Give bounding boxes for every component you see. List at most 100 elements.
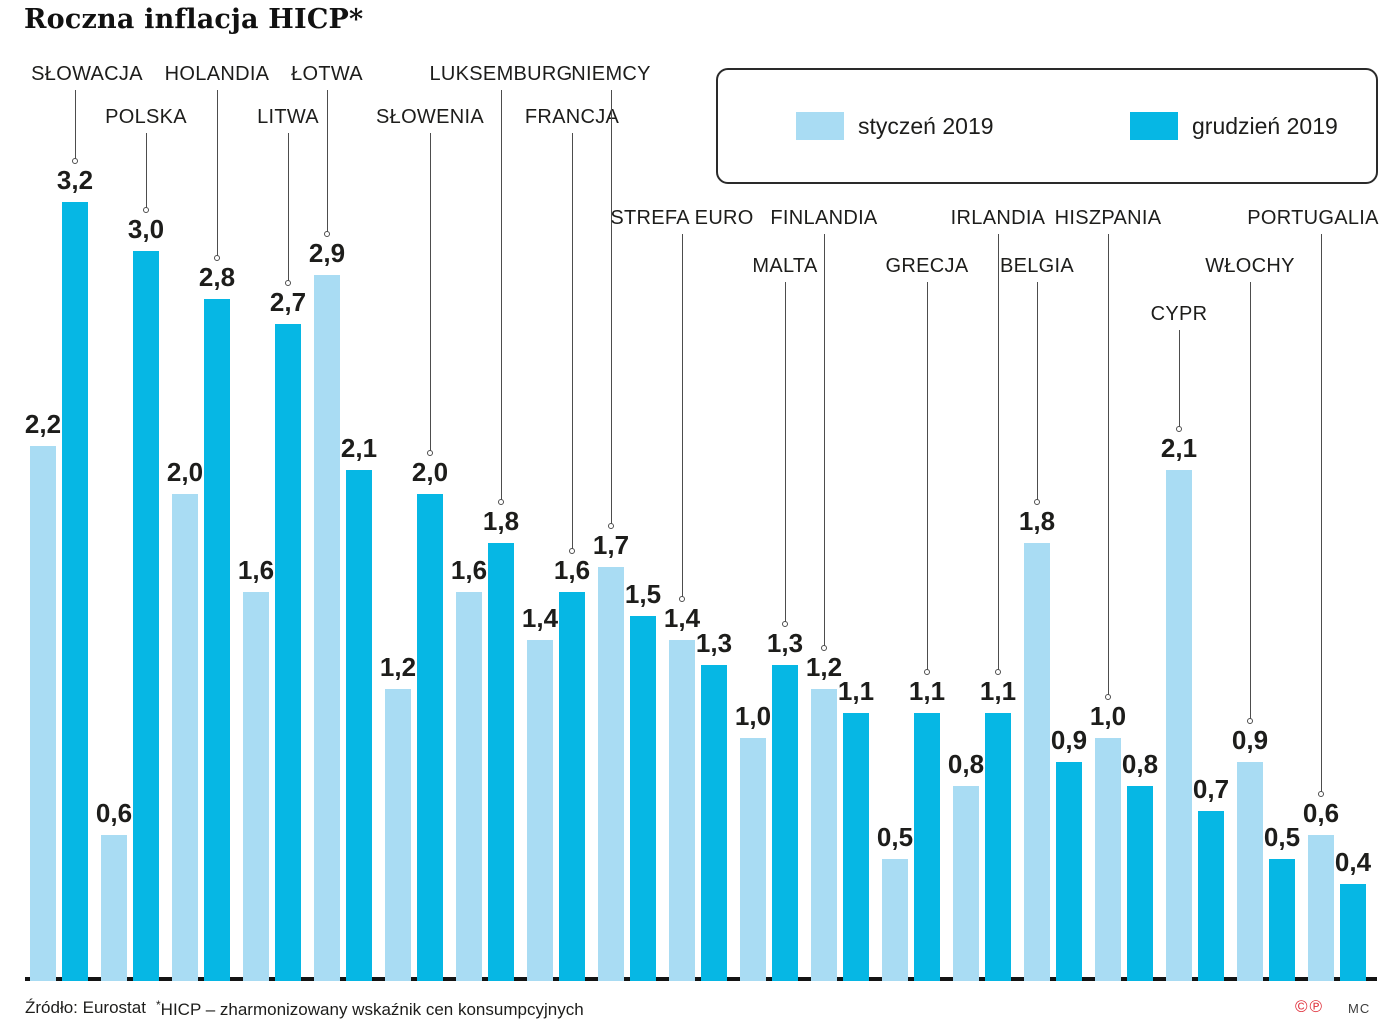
value-label-december-13: 1,1 bbox=[908, 676, 946, 707]
leader-line bbox=[327, 90, 328, 235]
country-label-7: LUKSEMBURG bbox=[429, 63, 573, 85]
leader-dot bbox=[214, 255, 220, 262]
leader-dot bbox=[1318, 790, 1324, 797]
value-label-january-3: 2,0 bbox=[166, 457, 204, 488]
country-label-10: STREFA EURO bbox=[610, 207, 754, 229]
value-label-december-17: 0,7 bbox=[1192, 773, 1230, 804]
leader-dot bbox=[1176, 425, 1182, 432]
bar-january-4 bbox=[243, 591, 269, 981]
country-label-3: HOLANDIA bbox=[164, 63, 270, 85]
footnote-text: HICP – zharmonizowany wskaźnik cen konsu… bbox=[160, 1000, 584, 1019]
value-label-december-10: 1,3 bbox=[695, 627, 733, 658]
country-label-2: POLSKA bbox=[105, 106, 187, 128]
country-label-17: CYPR bbox=[1150, 303, 1208, 325]
leader-line bbox=[1321, 234, 1322, 794]
value-label-january-10: 1,4 bbox=[663, 603, 701, 634]
country-label-9: NIEMCY bbox=[571, 63, 651, 85]
country-label-11: MALTA bbox=[752, 255, 818, 277]
country-label-13: GRECJA bbox=[885, 255, 969, 277]
country-label-12: FINLANDIA bbox=[770, 207, 878, 229]
leader-line bbox=[1037, 282, 1038, 502]
leader-dot bbox=[1034, 498, 1040, 505]
bar-december-4 bbox=[275, 323, 301, 981]
value-label-december-18: 0,5 bbox=[1263, 822, 1301, 853]
leader-dot bbox=[995, 669, 1001, 676]
value-label-january-19: 0,6 bbox=[1302, 797, 1340, 828]
bar-january-2 bbox=[101, 834, 127, 981]
leader-dot bbox=[427, 450, 433, 457]
copyright-marks: ©℗ bbox=[1295, 997, 1325, 1016]
leader-dot bbox=[1105, 693, 1111, 700]
value-label-december-4: 2,7 bbox=[269, 286, 307, 317]
value-label-december-14: 1,1 bbox=[979, 676, 1017, 707]
bar-january-16 bbox=[1095, 737, 1121, 981]
bar-january-15 bbox=[1024, 542, 1050, 981]
bar-january-6 bbox=[385, 688, 411, 981]
value-label-january-5: 2,9 bbox=[308, 238, 346, 269]
value-label-january-9: 1,7 bbox=[592, 530, 630, 561]
leader-dot bbox=[782, 620, 788, 627]
bar-december-16 bbox=[1127, 786, 1153, 981]
bar-december-17 bbox=[1198, 810, 1224, 981]
value-label-january-4: 1,6 bbox=[237, 554, 275, 585]
leader-line bbox=[1250, 282, 1251, 721]
bar-december-10 bbox=[701, 664, 727, 981]
bar-january-5 bbox=[314, 275, 340, 981]
legend-swatch-december bbox=[1130, 112, 1178, 140]
leader-dot bbox=[324, 231, 330, 238]
leader-line bbox=[501, 90, 502, 502]
bar-december-15 bbox=[1056, 761, 1082, 981]
bar-january-12 bbox=[811, 688, 837, 981]
value-label-january-2: 0,6 bbox=[95, 797, 133, 828]
leader-line bbox=[927, 282, 928, 673]
value-label-december-9: 1,5 bbox=[624, 578, 662, 609]
bar-december-3 bbox=[204, 299, 230, 981]
leader-dot bbox=[569, 547, 575, 554]
leader-line bbox=[430, 133, 431, 454]
value-label-december-15: 0,9 bbox=[1050, 724, 1088, 755]
value-label-january-16: 1,0 bbox=[1089, 700, 1127, 731]
leader-line bbox=[572, 133, 573, 551]
value-label-december-8: 1,6 bbox=[553, 554, 591, 585]
value-label-january-14: 0,8 bbox=[947, 749, 985, 780]
leader-dot bbox=[285, 279, 291, 286]
value-label-december-11: 1,3 bbox=[766, 627, 804, 658]
legend-item-january: styczeń 2019 bbox=[796, 70, 994, 182]
country-label-8: FRANCJA bbox=[524, 106, 620, 128]
bar-december-2 bbox=[133, 250, 159, 981]
country-label-14: IRLANDIA bbox=[950, 207, 1046, 229]
leader-line bbox=[1179, 330, 1180, 429]
leader-dot bbox=[72, 158, 78, 165]
bar-december-19 bbox=[1340, 883, 1366, 981]
value-label-january-1: 2,2 bbox=[24, 408, 62, 439]
value-label-january-11: 1,0 bbox=[734, 700, 772, 731]
bar-january-11 bbox=[740, 737, 766, 981]
value-label-january-13: 0,5 bbox=[876, 822, 914, 853]
leader-line bbox=[146, 133, 147, 210]
country-label-16: HISZPANIA bbox=[1054, 207, 1162, 229]
page-title: Roczna inflacja HICP* bbox=[24, 4, 364, 35]
value-label-december-7: 1,8 bbox=[482, 505, 520, 536]
value-label-january-17: 2,1 bbox=[1160, 432, 1198, 463]
bar-january-7 bbox=[456, 591, 482, 981]
leader-line bbox=[785, 282, 786, 624]
leader-dot bbox=[498, 498, 504, 505]
legend-swatch-january bbox=[796, 112, 844, 140]
value-label-december-2: 3,0 bbox=[127, 213, 165, 244]
leader-line bbox=[998, 234, 999, 673]
value-label-january-18: 0,9 bbox=[1231, 724, 1269, 755]
legend-item-december: grudzień 2019 bbox=[1130, 70, 1338, 182]
bar-january-13 bbox=[882, 859, 908, 981]
legend-label-january: styczeń 2019 bbox=[858, 112, 994, 139]
bar-december-12 bbox=[843, 713, 869, 981]
footnote: *HICP – zharmonizowany wskaźnik cen kons… bbox=[156, 998, 584, 1020]
leader-dot bbox=[1247, 717, 1253, 724]
value-label-january-12: 1,2 bbox=[805, 651, 843, 682]
bar-january-1 bbox=[30, 445, 56, 981]
value-label-december-1: 3,2 bbox=[56, 165, 94, 196]
bar-december-8 bbox=[559, 591, 585, 981]
leader-dot bbox=[679, 596, 685, 603]
footnote-asterisk: * bbox=[156, 998, 161, 1012]
leader-dot bbox=[143, 206, 149, 213]
